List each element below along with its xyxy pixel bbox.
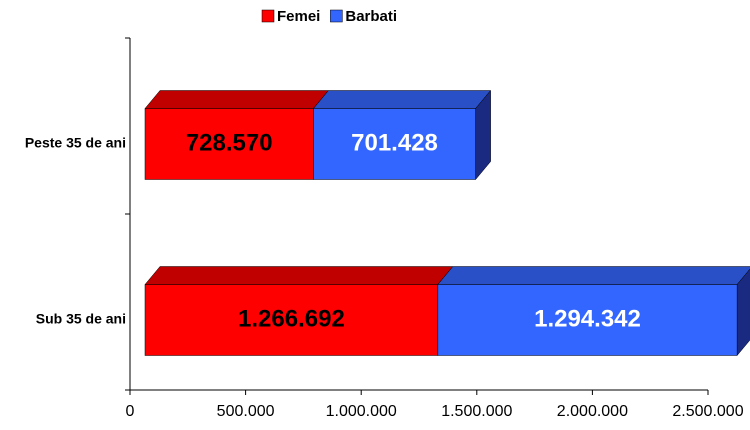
x-tick-label: 2.500.000 [672,403,743,420]
legend-label: Barbati [345,8,397,25]
legend-swatch [261,9,275,23]
category-label: Peste 35 de ani [25,135,126,151]
legend-swatch [330,9,343,23]
bar [144,108,314,180]
x-tick-label: 0 [126,403,135,420]
legend-label: Femei [277,8,320,25]
bar-top [312,90,492,109]
value-label: 1.294.342 [534,305,641,332]
x-tick-label: 500.000 [217,403,275,420]
bar-top [437,266,750,285]
bar [437,284,738,356]
bar [144,284,439,356]
category-label: Sub 35 de ani [36,311,126,327]
x-tick-label: 2.000.000 [557,403,628,420]
x-tick-label: 1.500.000 [441,403,512,420]
value-label: 728.570 [186,129,273,156]
bar-top [144,90,329,109]
bar [313,108,476,180]
value-label: 701.428 [351,129,438,156]
bar-top [144,266,454,285]
x-tick-label: 1.000.000 [326,403,397,420]
value-label: 1.266.692 [238,305,345,332]
